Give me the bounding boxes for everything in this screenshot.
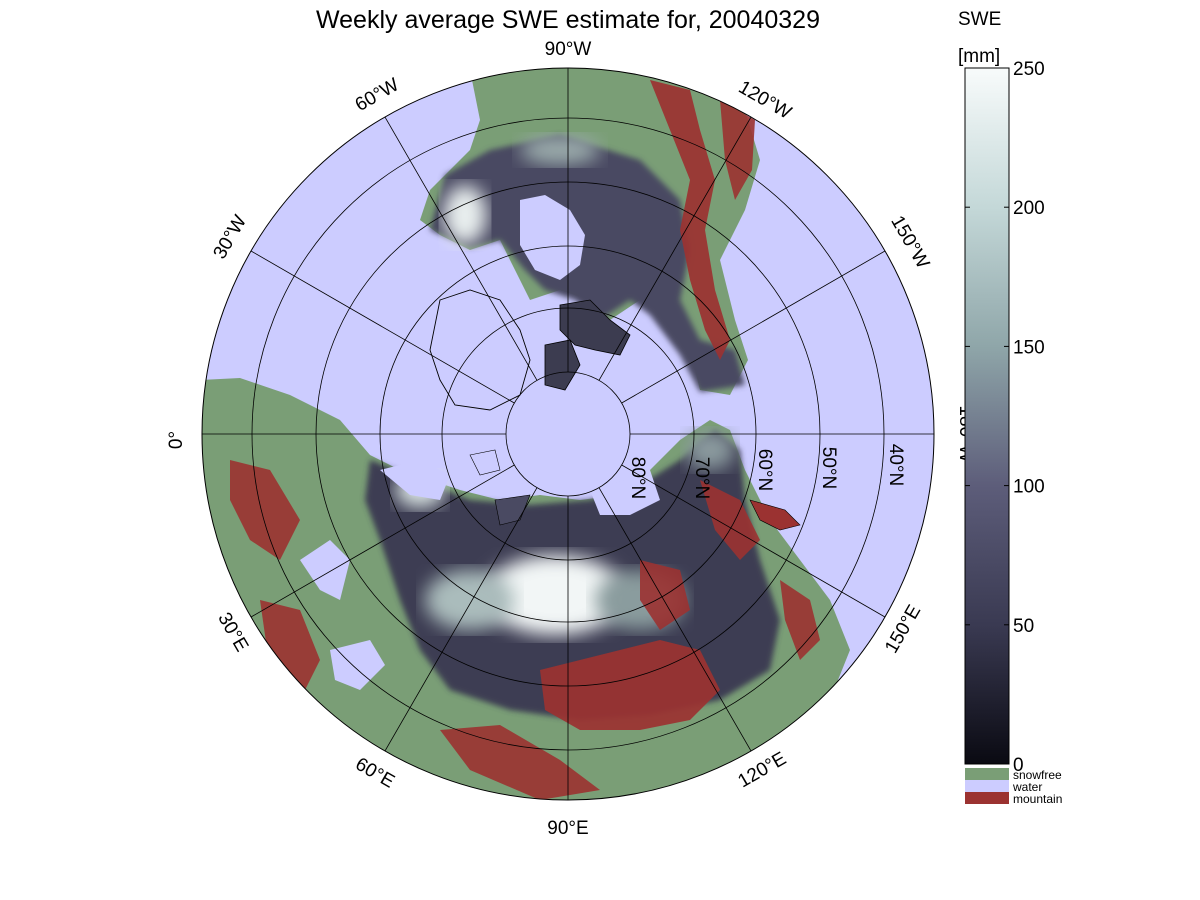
arctic-islands xyxy=(544,339,581,391)
legend-label-snowfree: snowfree xyxy=(1013,768,1062,782)
snow-highlight xyxy=(425,570,515,630)
colorbar-tick-label: 250 xyxy=(1013,59,1045,80)
colorbar-gradient xyxy=(964,67,1010,765)
map-border xyxy=(201,67,935,801)
arctic-islands xyxy=(469,449,501,476)
north-america-snow xyxy=(430,135,745,392)
lon-label-90e: 90°E xyxy=(547,818,588,839)
lon-label-60e: 60°E xyxy=(352,754,398,793)
legend-swatch-water xyxy=(965,780,1009,792)
arctic-islands xyxy=(559,299,631,356)
rocky-mountains xyxy=(650,80,730,360)
legend-label-mountain: mountain xyxy=(1013,792,1062,806)
eurasia-mountains xyxy=(780,580,820,660)
lat-label-80n: 80°N xyxy=(627,457,648,499)
map-title: Weekly average SWE estimate for, 2004032… xyxy=(316,6,820,34)
colorbar-tick-label: 0 xyxy=(1013,755,1024,776)
baltic-sea xyxy=(300,540,350,600)
colorbar-ticks: 0 50 100 150 200 250 xyxy=(965,59,1045,776)
eurasia-mountains xyxy=(440,725,600,800)
lon-label-0: 0° xyxy=(166,431,187,449)
meridian-line xyxy=(384,116,538,381)
eurasia-mountains xyxy=(700,480,760,560)
meridian-line xyxy=(621,464,886,618)
latitude-labels: 80°N 70°N 60°N 50°N 40°N xyxy=(627,444,906,499)
lon-label-60w: 60°W xyxy=(352,74,403,116)
arctic-islands xyxy=(494,494,531,526)
lon-label-90w: 90°W xyxy=(545,39,592,60)
colorbar-title: SWE xyxy=(958,9,1001,30)
lon-label-30w: 30°W xyxy=(209,212,251,263)
snow-highlight xyxy=(520,135,600,165)
colorbar-tick-label: 50 xyxy=(1013,616,1034,637)
snow-highlight xyxy=(485,555,625,635)
lon-label-150w: 150°W xyxy=(886,212,933,272)
meridian-line xyxy=(598,487,752,752)
meridian-line xyxy=(598,116,752,381)
lat-label-50n: 50°N xyxy=(818,447,839,489)
snow-highlight xyxy=(685,430,735,470)
lat-label-70n: 70°N xyxy=(691,457,712,499)
lon-label-30e: 30°E xyxy=(213,609,252,655)
arctic-coast-water xyxy=(590,470,660,515)
legend-swatch-snowfree xyxy=(965,768,1009,780)
meridian-lines xyxy=(202,68,934,800)
meridian-line xyxy=(621,250,886,404)
black-caspian-sea xyxy=(330,640,385,690)
colorbar: SWE [mm] 0 50 100 150 200 250 xyxy=(958,9,1045,776)
legend-swatch-mountain xyxy=(965,792,1009,804)
colorbar-tick-label: 200 xyxy=(1013,198,1045,219)
lat-label-60n: 60°N xyxy=(754,449,775,491)
eurasia-mountains xyxy=(230,460,300,560)
colorbar-tick-label: 100 xyxy=(1013,477,1045,498)
polar-map xyxy=(202,68,934,800)
meridian-line xyxy=(250,250,515,404)
colorbar-unit: [mm] xyxy=(958,46,1000,67)
meridian-line xyxy=(250,464,515,618)
kamchatka xyxy=(749,499,801,531)
hudson-bay xyxy=(520,195,585,280)
meridian-line xyxy=(384,487,538,752)
colorbar-tick-label: 150 xyxy=(1013,337,1045,358)
lat-label-40n: 40°N xyxy=(885,444,906,486)
arctic-coast-water xyxy=(380,460,450,500)
legend-label-water: water xyxy=(1012,780,1042,794)
snow-highlight xyxy=(443,185,487,245)
